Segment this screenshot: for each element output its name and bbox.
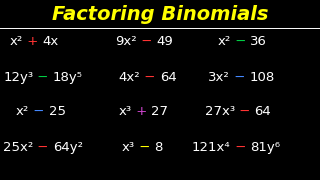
Text: −: − [231,141,250,154]
Text: −: − [33,71,53,84]
Text: x²: x² [16,105,29,118]
Text: 4x: 4x [42,35,59,48]
Text: 27: 27 [151,105,168,118]
Text: 3x²: 3x² [208,71,230,84]
Text: 64y²: 64y² [53,141,83,154]
Text: −: − [137,35,156,48]
Text: 25: 25 [49,105,66,118]
Text: 121x⁴: 121x⁴ [192,141,231,154]
Text: +: + [23,35,42,48]
Text: 49: 49 [156,35,173,48]
Text: −: − [29,105,49,118]
Text: 64: 64 [254,105,271,118]
Text: 18y⁵: 18y⁵ [53,71,83,84]
Text: 108: 108 [249,71,275,84]
Text: −: − [235,105,254,118]
Text: −: − [140,71,160,84]
Text: +: + [132,105,151,118]
Text: x³: x³ [118,105,132,118]
Text: 64: 64 [160,71,176,84]
Text: x²: x² [218,35,231,48]
Text: −: − [135,141,154,154]
Text: x³: x³ [122,141,135,154]
Text: −: − [34,141,53,154]
Text: Factoring Binomials: Factoring Binomials [52,5,268,24]
Text: 8: 8 [154,141,163,154]
Text: 27x³: 27x³ [205,105,235,118]
Text: 25x²: 25x² [3,141,34,154]
Text: −: − [230,71,249,84]
Text: −: − [231,35,251,48]
Text: 9x²: 9x² [115,35,137,48]
Text: 81y⁶: 81y⁶ [250,141,280,154]
Text: 12y³: 12y³ [3,71,33,84]
Text: 36: 36 [251,35,267,48]
Text: x²: x² [10,35,23,48]
Text: 4x²: 4x² [118,71,140,84]
